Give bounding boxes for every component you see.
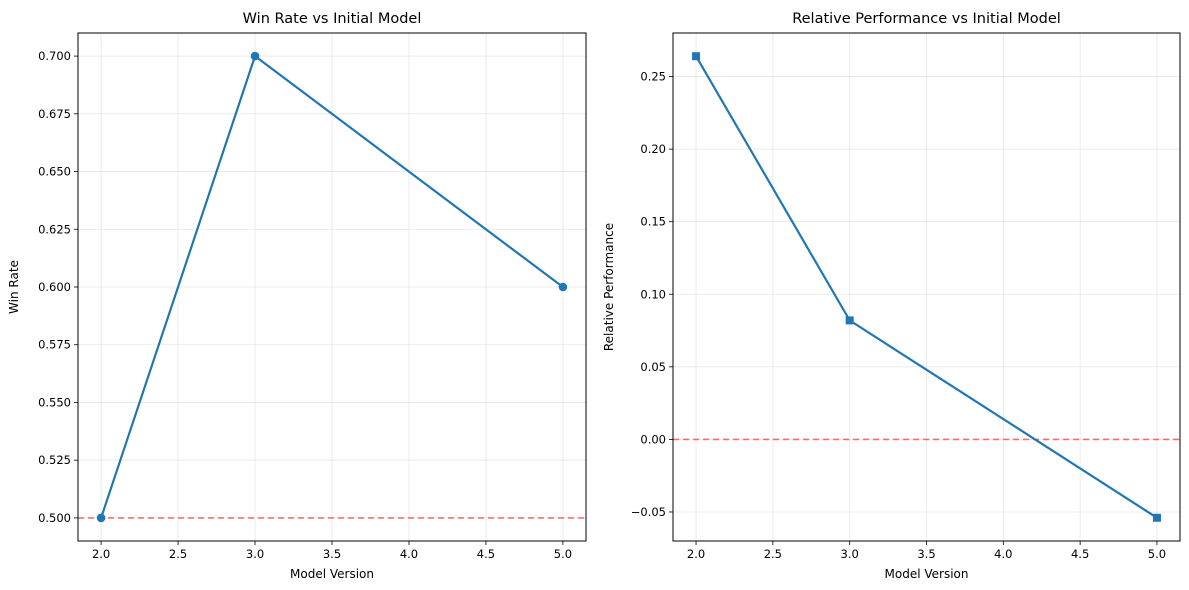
data-point — [558, 282, 568, 292]
x-axis-label: Model Version — [885, 567, 969, 581]
data-point — [96, 513, 106, 523]
x-tick-label: 3.5 — [323, 547, 341, 561]
y-axis-label: Relative Performance — [602, 223, 616, 351]
x-tick-label: 2.0 — [687, 547, 705, 561]
y-tick-label: 0.20 — [640, 142, 666, 156]
y-tick-label: 0.600 — [38, 280, 71, 294]
x-tick-label: 4.0 — [994, 547, 1012, 561]
data-point — [692, 52, 701, 61]
y-tick-label: −0.05 — [631, 505, 666, 519]
y-tick-label: 0.700 — [38, 49, 71, 63]
y-tick-label: 0.550 — [38, 395, 71, 409]
y-tick-label: 0.25 — [640, 70, 666, 84]
chart-relative-performance: 2.0 2.5 3.0 3.5 4.0 4.5 5.0 −0.05 0.00 0.05 0.10 0… — [602, 11, 1181, 581]
y-tick-label: 0.675 — [38, 107, 71, 121]
x-tick-label: 2.5 — [764, 547, 782, 561]
x-tick-label: 2.0 — [92, 547, 110, 561]
x-tick-label: 5.0 — [1148, 547, 1166, 561]
x-tick-label: 4.5 — [477, 547, 495, 561]
x-tick-label: 4.5 — [1071, 547, 1089, 561]
y-tick-label: 0.00 — [640, 432, 666, 446]
x-tick-label: 5.0 — [554, 547, 572, 561]
y-tick-label: 0.650 — [38, 165, 71, 179]
data-point — [845, 316, 854, 325]
axes-frame — [77, 32, 587, 542]
axes-frame — [672, 32, 1181, 542]
y-tick-label: 0.525 — [38, 453, 71, 467]
x-tick-label: 3.0 — [841, 547, 859, 561]
chart-title: Win Rate vs Initial Model — [243, 11, 422, 27]
chart-title: Relative Performance vs Initial Model — [792, 11, 1061, 27]
y-tick-label: 0.10 — [640, 287, 666, 301]
x-tick-label: 2.5 — [169, 547, 187, 561]
data-point — [1152, 513, 1161, 522]
x-tick-label: 4.0 — [400, 547, 418, 561]
chart-win-rate: 2.0 2.5 3.0 3.5 4.0 4.5 5.0 0.500 0.525 0.550 0.5… — [7, 11, 587, 581]
x-tick-label: 3.5 — [917, 547, 935, 561]
y-tick-label: 0.15 — [640, 215, 666, 229]
data-point — [250, 51, 260, 61]
y-tick-label: 0.575 — [38, 338, 71, 352]
x-tick-label: 3.0 — [246, 547, 264, 561]
y-tick-label: 0.05 — [640, 360, 666, 374]
y-tick-label: 0.500 — [38, 511, 71, 525]
y-tick-label: 0.625 — [38, 222, 71, 236]
x-axis-label: Model Version — [290, 567, 374, 581]
y-axis-label: Win Rate — [7, 260, 21, 314]
